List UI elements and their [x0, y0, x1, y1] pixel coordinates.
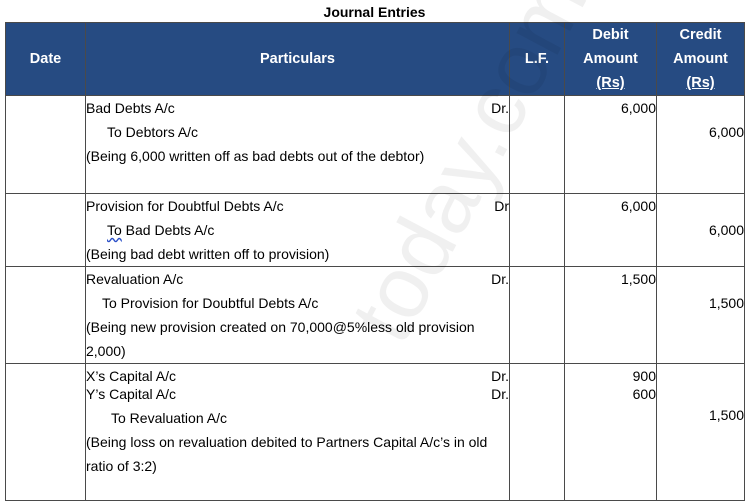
- lf-cell: [509, 363, 565, 501]
- debit-line: X’s Capital A/c Dr.: [86, 364, 509, 385]
- header-credit-amount: Credit Amount (Rs): [656, 22, 745, 96]
- debit-account: Bad Debts A/c: [86, 100, 175, 116]
- debit-line: Bad Debts A/c Dr.: [86, 96, 509, 120]
- header-row: Date Particulars L.F. Debit Amount (Rs) …: [5, 22, 745, 96]
- debit-account: Revaluation A/c: [86, 271, 184, 287]
- header-debit-line1: Debit: [592, 27, 629, 43]
- header-debit-amount: Debit Amount (Rs): [564, 22, 657, 96]
- particulars-cell: X’s Capital A/c Dr. Y’s Capital A/c Dr. …: [85, 363, 510, 501]
- debit-amount-cell: 1,500: [564, 266, 657, 364]
- header-credit-line2: Amount: [673, 51, 728, 67]
- debit-amount-cell: 6,000: [564, 193, 657, 267]
- table-row: X’s Capital A/c Dr. Y’s Capital A/c Dr. …: [5, 363, 745, 501]
- credit-amount-cell: 1,500: [656, 363, 745, 501]
- particulars-cell: Provision for Doubtful Debts A/c Dr To B…: [85, 193, 510, 267]
- credit-account: To Provision for Doubtful Debts A/c: [102, 295, 319, 311]
- dr-mark: Dr.: [491, 100, 509, 116]
- narration: (Being loss on revaluation debited to Pa…: [86, 434, 488, 474]
- header-debit-line3: (Rs): [596, 75, 625, 91]
- date-cell: [5, 363, 86, 501]
- credit-amount: 6,000: [708, 124, 744, 140]
- table-row: Bad Debts A/c Dr. To Debtors A/c (Being …: [5, 95, 745, 194]
- lf-cell: [509, 95, 565, 194]
- debit-line: Revaluation A/c Dr.: [86, 267, 509, 291]
- header-date: Date: [5, 22, 86, 96]
- credit-account: To Bad Debts A/c: [86, 218, 509, 242]
- debit-line: Provision for Doubtful Debts A/c Dr: [86, 194, 509, 218]
- debit-amount: 900: [632, 368, 656, 384]
- lf-cell: [509, 266, 565, 364]
- journal-table: Date Particulars L.F. Debit Amount (Rs) …: [5, 22, 745, 501]
- credit-amount-cell: 6,000: [656, 193, 745, 267]
- header-credit-line1: Credit: [679, 27, 722, 43]
- credit-amount-cell: 1,500: [656, 266, 745, 364]
- debit-amount-cell: 6,000: [564, 95, 657, 194]
- debit-amount: 6,000: [620, 198, 656, 214]
- debit-amount: 1,500: [620, 271, 656, 287]
- debit-amount-cell: 900 600: [564, 363, 657, 501]
- table-row: Provision for Doubtful Debts A/c Dr To B…: [5, 193, 745, 267]
- credit-account: To Revaluation A/c: [111, 410, 227, 426]
- narration: (Being new provision created on 70,000@5…: [86, 319, 475, 359]
- credit-amount: 1,500: [708, 295, 744, 311]
- header-particulars: Particulars: [85, 22, 510, 96]
- narration: (Being bad debt written off to provision…: [86, 246, 330, 262]
- narration: (Being 6,000 written off as bad debts ou…: [86, 148, 425, 164]
- debit-amount: 600: [632, 386, 656, 402]
- particulars-cell: Bad Debts A/c Dr. To Debtors A/c (Being …: [85, 95, 510, 194]
- credit-account: To Debtors A/c: [107, 124, 199, 140]
- dr-mark: Dr.: [491, 368, 509, 384]
- debit-amount: 6,000: [620, 100, 656, 116]
- page-title: Journal Entries: [323, 4, 426, 20]
- date-cell: [5, 266, 86, 364]
- dr-mark: Dr: [494, 198, 509, 214]
- table-row: Revaluation A/c Dr. To Provision for Dou…: [5, 266, 745, 364]
- debit-account: Y’s Capital A/c: [86, 386, 177, 402]
- credit-account-rest: Bad Debts A/c: [121, 222, 215, 238]
- date-cell: [5, 95, 86, 194]
- credit-amount-cell: 6,000: [656, 95, 745, 194]
- particulars-cell: Revaluation A/c Dr. To Provision for Dou…: [85, 266, 510, 364]
- credit-amount: 1,500: [708, 407, 744, 423]
- debit-account: X’s Capital A/c: [86, 368, 177, 384]
- lf-cell: [509, 193, 565, 267]
- header-lf: L.F.: [509, 22, 565, 96]
- debit-line: Y’s Capital A/c Dr.: [86, 385, 509, 403]
- header-debit-line2: Amount: [583, 51, 638, 67]
- date-cell: [5, 193, 86, 267]
- credit-account-prefix: To: [107, 222, 122, 238]
- header-credit-line3: (Rs): [686, 75, 715, 91]
- dr-mark: Dr.: [491, 271, 509, 287]
- credit-amount: 6,000: [708, 222, 744, 238]
- dr-mark: Dr.: [491, 386, 509, 402]
- debit-account: Provision for Doubtful Debts A/c: [86, 198, 284, 214]
